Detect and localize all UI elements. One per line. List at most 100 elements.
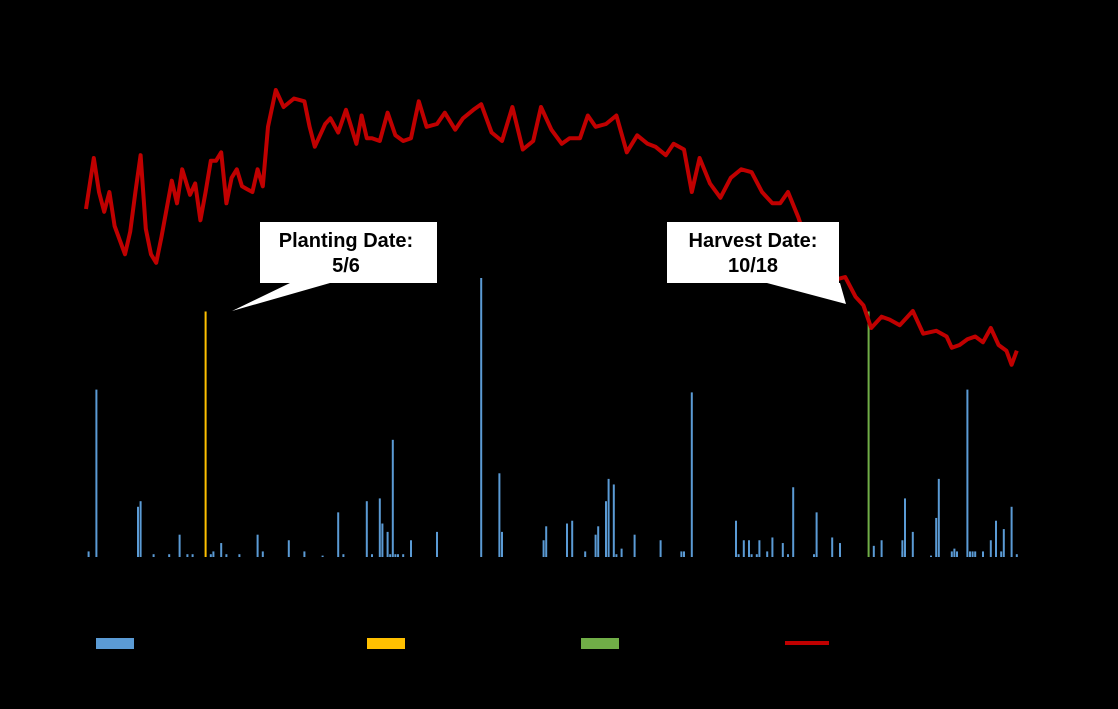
harvest-date-callout: Harvest Date: 10/18	[667, 222, 846, 304]
legend-swatch-precipitation	[96, 638, 134, 649]
precipitation-bar	[238, 554, 241, 557]
temperature-line-layer	[84, 88, 1019, 367]
planting-callout-box	[232, 222, 437, 311]
planting-date-bar	[204, 311, 207, 557]
precipitation-bar	[381, 523, 384, 557]
precipitation-bar	[191, 554, 194, 557]
precipitation-bar	[750, 554, 753, 557]
precipitation-bar	[935, 517, 938, 557]
precipitation-bar	[953, 548, 956, 557]
planting-callout-label: Planting Date:	[279, 230, 413, 252]
precipitation-bar	[950, 551, 953, 557]
precipitation-bar	[971, 551, 974, 557]
precipitation-bar	[839, 543, 841, 557]
precipitation-bar	[781, 543, 784, 557]
precipitation-bar	[742, 540, 745, 557]
precipitation-bar	[930, 555, 932, 557]
precipitation-bar	[605, 501, 607, 557]
precipitation-bar	[95, 389, 98, 557]
precipitation-bar	[87, 551, 90, 557]
precipitation-bar	[152, 554, 155, 557]
precipitation-bar	[584, 551, 587, 557]
precipitation-bar	[995, 520, 997, 557]
precipitation-bar	[901, 540, 904, 557]
harvest-callout-date: 10/18	[728, 255, 778, 277]
precipitation-bar	[597, 526, 600, 557]
precipitation-bar	[391, 439, 394, 557]
precipitation-bar	[303, 551, 306, 557]
precipitation-bar	[389, 554, 392, 557]
precipitation-bar	[989, 540, 992, 557]
precipitation-bar	[337, 512, 340, 557]
precipitation-bar	[256, 534, 259, 557]
precipitation-bar	[758, 540, 761, 557]
precipitation-bar	[386, 531, 389, 557]
precipitation-bar	[787, 554, 789, 557]
precipitation-bar	[792, 487, 795, 557]
precipitation-bar	[186, 554, 189, 557]
precipitation-bar	[397, 554, 399, 557]
legend-swatch-planting-date	[367, 638, 405, 649]
precipitation-bar	[813, 554, 815, 557]
precipitation-bar	[287, 540, 290, 557]
precipitation-bar	[904, 498, 906, 557]
precipitation-bar	[498, 473, 501, 557]
precipitation-bar	[737, 554, 740, 557]
precipitation-bar	[220, 543, 223, 557]
precipitation-bar	[872, 545, 875, 557]
precipitation-bar	[371, 554, 373, 557]
precipitation-bar	[831, 537, 834, 557]
precipitation-bar	[394, 554, 397, 557]
precipitation-bar	[480, 278, 483, 557]
precipitation-bar	[402, 554, 405, 557]
precipitation-bar	[937, 478, 940, 557]
precipitation-bar	[209, 554, 212, 557]
precipitation-bar	[542, 540, 545, 557]
temperature-line	[84, 88, 1019, 367]
precipitation-bar	[212, 551, 215, 557]
precipitation-bar	[137, 506, 139, 557]
precipitation-bar	[815, 512, 818, 557]
planting-callout-date: 5/6	[332, 255, 360, 277]
precipitation-bar	[911, 531, 914, 557]
precipitation-bar	[615, 554, 618, 557]
precipitation-bar	[683, 551, 685, 557]
precipitation-bar	[378, 498, 381, 557]
precipitation-bar	[321, 555, 324, 557]
harvest-callout-label: Harvest Date:	[689, 230, 818, 252]
precipitation-bar	[436, 531, 438, 557]
precipitation-bar	[1002, 529, 1005, 557]
precipitation-bar	[607, 478, 610, 557]
precipitation-bar	[766, 551, 769, 557]
precipitation-bar	[365, 501, 368, 557]
legend	[96, 638, 829, 649]
precipitation-bar	[168, 554, 171, 557]
precipitation-bar	[178, 534, 181, 557]
precipitation-bar	[225, 554, 228, 557]
precipitation-bar	[620, 548, 623, 557]
precipitation-bar	[571, 520, 574, 557]
precipitation-bar	[982, 551, 984, 557]
precipitation-bar	[956, 551, 958, 557]
precipitation-bar	[690, 392, 693, 557]
precipitation-bar	[748, 540, 750, 557]
precipitation-bar	[680, 551, 683, 557]
precipitation-bar	[566, 523, 568, 557]
precipitation-bar	[139, 501, 142, 557]
precipitation-bar	[735, 520, 737, 557]
precipitation-bar	[594, 534, 597, 557]
precipitation-bars	[87, 278, 1018, 557]
precipitation-bar	[612, 484, 615, 557]
precipitation-bar	[880, 540, 883, 557]
precipitation-bar	[1000, 551, 1003, 557]
precipitation-bar	[974, 551, 977, 557]
precipitation-bar	[633, 534, 636, 557]
precipitation-bar	[501, 531, 503, 557]
precipitation-bar	[659, 540, 662, 557]
legend-swatch-harvest-date	[581, 638, 619, 649]
precipitation-bar	[771, 537, 774, 557]
date-marker-bars	[204, 311, 870, 557]
precipitation-bar	[755, 554, 758, 557]
precipitation-bar	[261, 551, 264, 557]
